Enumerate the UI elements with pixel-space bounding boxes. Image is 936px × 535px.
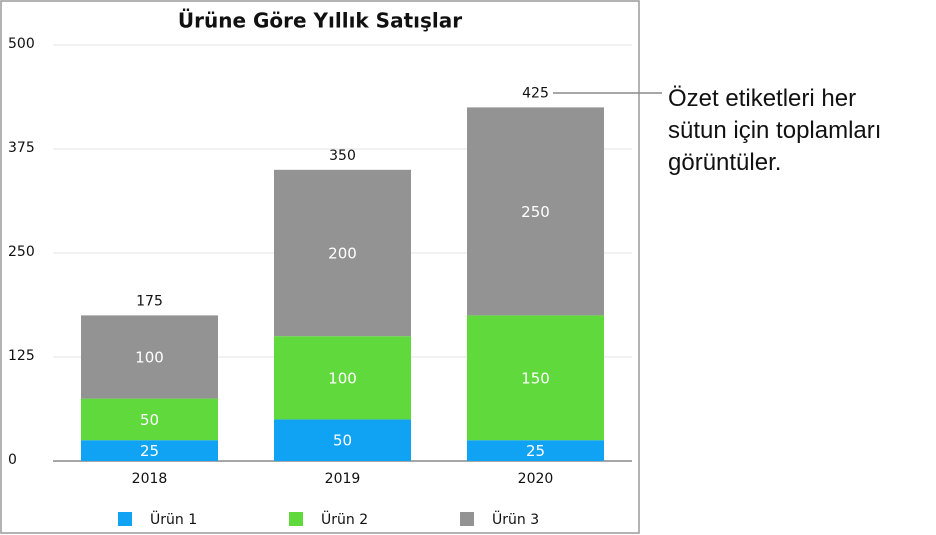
x-tick-label: 2020	[518, 471, 554, 487]
legend-label: Ürün 1	[150, 510, 197, 528]
segment-label: 100	[328, 369, 357, 387]
bar-segment	[274, 419, 411, 461]
segment-label: 200	[328, 245, 357, 263]
segment-label: 250	[521, 203, 550, 221]
bar-segment	[81, 398, 218, 441]
y-tick-label: 0	[8, 452, 17, 468]
bar-segment	[274, 169, 411, 337]
annotation: sütun için toplamları	[668, 117, 881, 144]
annotation: görüntüler.	[668, 149, 781, 176]
segment-label: 50	[140, 411, 159, 429]
legend-swatch	[289, 512, 303, 526]
legend-swatch	[460, 512, 474, 526]
segment-label: 25	[526, 442, 545, 460]
bar-segment	[467, 440, 604, 461]
segment-label: 25	[140, 442, 159, 460]
annotation: Özet etiketleri her	[668, 85, 856, 112]
x-tick-label: 2018	[132, 471, 168, 487]
x-tick-label: 2019	[325, 471, 361, 487]
segment-label: 150	[521, 369, 550, 387]
y-tick-label: 375	[8, 140, 35, 156]
legend-swatch	[118, 512, 132, 526]
chart-frame	[0, 0, 640, 534]
bar-segment	[81, 440, 218, 461]
y-tick-label: 125	[8, 348, 35, 364]
chart-title: Ürüne Göre Yıllık Satışlar	[178, 9, 462, 33]
bar-segment	[467, 315, 604, 441]
y-tick-label: 250	[8, 244, 35, 260]
total-label: 425	[522, 85, 549, 101]
segment-label: 50	[333, 432, 352, 450]
total-label: 350	[329, 148, 356, 164]
segment-label: 100	[135, 349, 164, 367]
total-label: 175	[136, 293, 163, 309]
legend-label: Ürün 2	[321, 510, 368, 528]
bar-segment	[467, 107, 604, 316]
bar-segment	[274, 336, 411, 420]
bar-segment	[81, 315, 218, 399]
legend-label: Ürün 3	[492, 510, 539, 528]
y-tick-label: 500	[8, 36, 35, 52]
